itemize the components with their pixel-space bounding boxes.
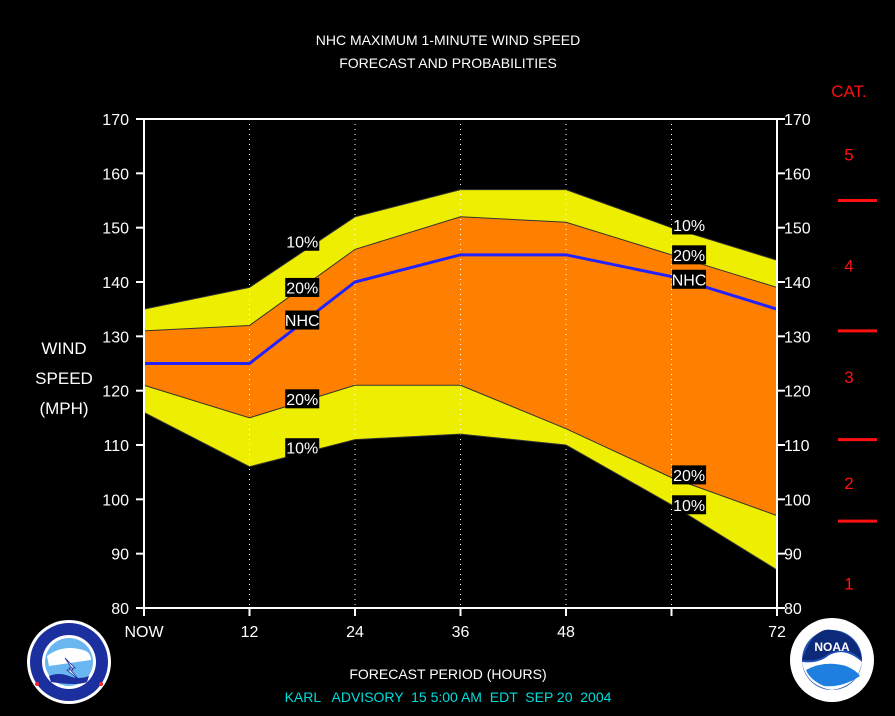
y-tick-label-left: 110 bbox=[103, 438, 129, 455]
noaa-logo-text: NOAA bbox=[814, 640, 850, 654]
series-label: 20% bbox=[286, 280, 318, 297]
series-label-bg bbox=[672, 245, 707, 265]
category-scale: 5 4 3 2 1 bbox=[838, 145, 877, 594]
y-tick-label-left: 160 bbox=[102, 166, 129, 183]
series-lines bbox=[143, 189, 778, 571]
series-line-2 bbox=[144, 253, 778, 365]
y-tick-label-right: 160 bbox=[784, 166, 811, 183]
y-axis-title: WIND SPEED (MPH) bbox=[35, 339, 93, 418]
x-tick-label: 48 bbox=[557, 624, 575, 641]
y-tick-label-right: 150 bbox=[784, 221, 811, 238]
advisory-text: KARL ADVISORY 15 5:00 AM EDT SEP 20 2004 bbox=[285, 689, 612, 705]
series-line-1 bbox=[143, 216, 778, 332]
series-label-bg bbox=[672, 215, 707, 235]
y-tick-label-right: 100 bbox=[784, 492, 811, 509]
y-tick-label-left: 140 bbox=[102, 275, 129, 292]
series-label: 10% bbox=[286, 234, 318, 251]
series-label: 10% bbox=[673, 218, 705, 235]
series-label-bg bbox=[285, 231, 320, 251]
y-tick-label-left: 120 bbox=[102, 384, 129, 401]
chart-title-line2: FORECAST AND PROBABILITIES bbox=[339, 55, 557, 71]
y-tick-label-left: 150 bbox=[102, 221, 129, 238]
series-line-4 bbox=[143, 411, 778, 571]
noaa-logo: NOAA bbox=[790, 618, 874, 702]
y-tick-label-left: 100 bbox=[102, 492, 129, 509]
series-label: NHC bbox=[672, 272, 707, 289]
series-label: 10% bbox=[286, 441, 318, 458]
y-axis-title-line1: WIND bbox=[41, 339, 86, 358]
series-label-bg bbox=[285, 310, 320, 330]
y-axis-title-line2: SPEED bbox=[35, 369, 93, 388]
category-label: 1 bbox=[844, 575, 853, 594]
series-label: 20% bbox=[286, 392, 318, 409]
series-label-bg bbox=[285, 438, 320, 458]
series-line-3 bbox=[143, 384, 778, 517]
y-tick-label-right: 170 bbox=[784, 112, 811, 129]
y-tick-label-right: 140 bbox=[784, 275, 811, 292]
x-axis-title: FORECAST PERIOD (HOURS) bbox=[349, 666, 546, 682]
x-tick-label: 36 bbox=[452, 624, 470, 641]
nws-logo bbox=[27, 620, 111, 704]
y-tick-label-left: 170 bbox=[102, 112, 129, 129]
y-tick-label-left: 80 bbox=[111, 601, 129, 618]
series-labels: 10% 20% NHC 20% 10% 10% 20% NHC 20% 10% bbox=[285, 215, 707, 515]
category-label: 3 bbox=[844, 368, 853, 387]
category-label: 4 bbox=[844, 257, 853, 276]
category-label: 5 bbox=[844, 145, 853, 164]
category-label: 2 bbox=[844, 474, 853, 493]
series-label-bg bbox=[285, 389, 320, 409]
y-axis-right: 80 90 100 110 120 130 140 150 160 170 bbox=[777, 112, 811, 618]
series-label-bg bbox=[672, 465, 707, 485]
series-label: 20% bbox=[673, 248, 705, 265]
y-tick-label-right: 110 bbox=[784, 438, 810, 455]
y-tick-label-right: 80 bbox=[784, 601, 802, 618]
y-tick-label-right: 90 bbox=[784, 547, 802, 564]
series-label: NHC bbox=[285, 313, 320, 330]
y-tick-label-left: 130 bbox=[102, 329, 129, 346]
y-tick-label-left: 90 bbox=[111, 547, 129, 564]
x-tick-label: 12 bbox=[241, 624, 259, 641]
x-tick-label: NOW bbox=[124, 624, 164, 641]
series-line-0 bbox=[143, 189, 778, 310]
series-label-bg bbox=[285, 277, 320, 297]
x-tick-label: 72 bbox=[768, 624, 786, 641]
series-label: 10% bbox=[673, 498, 705, 515]
y-tick-label-right: 120 bbox=[784, 384, 811, 401]
y-tick-label-right: 130 bbox=[784, 329, 811, 346]
series-label: 20% bbox=[673, 468, 705, 485]
x-tick-label: 24 bbox=[346, 624, 364, 641]
category-header: CAT. bbox=[831, 82, 867, 101]
series-label-bg bbox=[672, 495, 707, 515]
chart-title-line1: NHC MAXIMUM 1-MINUTE WIND SPEED bbox=[316, 32, 580, 48]
y-axis-title-line3: (MPH) bbox=[39, 399, 88, 418]
x-axis: NOW 12 24 36 48 72 bbox=[124, 608, 786, 641]
y-axis-left: 80 90 100 110 120 130 140 150 160 170 bbox=[102, 112, 144, 618]
series-label-bg bbox=[672, 269, 707, 289]
